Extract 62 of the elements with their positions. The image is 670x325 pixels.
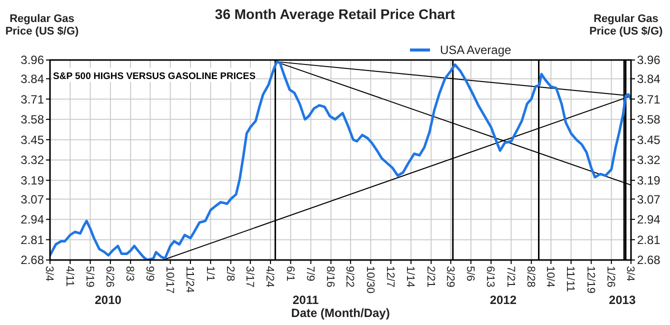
- x-tick-label: 4/24: [264, 266, 276, 288]
- x-tick-label: 8/3: [124, 266, 136, 282]
- x-tick-label: 2/8: [224, 266, 236, 282]
- y-tick-label: 3.45: [20, 132, 44, 147]
- y2-tick-label: 2.81: [637, 232, 661, 247]
- text: 2011: [292, 293, 319, 307]
- y-tick-label: 3.32: [20, 153, 44, 168]
- y-tick-label: 3.96: [20, 53, 44, 68]
- text: 2013: [608, 293, 636, 307]
- y2-tick-label: 2.68: [637, 253, 661, 268]
- text: 2012: [490, 293, 517, 307]
- x-tick-label: 10/30: [364, 266, 376, 294]
- x-tick-label: 1/1: [204, 266, 216, 282]
- y-tick-label: 3.84: [20, 72, 44, 86]
- x-tick-label: 6/1: [284, 266, 296, 282]
- x-tick-label: 5/19: [83, 266, 96, 288]
- x-tick-label: 1/14: [404, 266, 416, 288]
- x-tick-label: 11/11: [564, 266, 576, 292]
- x-tick-label: 3/29: [444, 266, 456, 288]
- y2-tick-label: 3.19: [637, 174, 661, 188]
- x-tick-label: 10/17: [163, 266, 176, 294]
- x-tick-label: 8/28: [524, 266, 536, 288]
- y-tick-label: 2.68: [20, 253, 44, 268]
- x-tick-label: 5/6: [464, 266, 476, 282]
- x-tick-label: 3/4: [43, 266, 56, 282]
- y2-axis-title: Regular Gas Price (US $/G): [589, 13, 664, 38]
- y2-tick-label: 3.32: [637, 153, 661, 168]
- legend-label: USA Average: [440, 43, 512, 58]
- x-tick-label: 12/19: [584, 266, 596, 294]
- y2-tick-label: 3.07: [637, 192, 661, 206]
- x-tick-label: 1/26: [604, 266, 617, 288]
- annotation: S&P 500 HIGHS VERSUS GASOLINE PRICES: [53, 71, 256, 82]
- text: 2010: [94, 293, 122, 307]
- x-tick-label: 3/17: [244, 266, 256, 288]
- y2-tick-label: 3.71: [637, 92, 661, 106]
- y-axis-title: Regular Gas Price (US $/G): [5, 13, 80, 38]
- x-tick-label: 9/22: [344, 266, 356, 288]
- y-tick-label: 2.94: [20, 212, 44, 227]
- y2-tick-label: 2.94: [637, 212, 661, 227]
- y-tick-label: 3.19: [20, 174, 44, 188]
- y2-tick-label: 3.84: [637, 72, 661, 86]
- y-tick-label: 2.81: [20, 232, 44, 247]
- chart-title: 36 Month Average Retail Price Chart: [214, 6, 456, 22]
- x-tick-label: 11/24: [184, 266, 196, 293]
- x-tick-label: 6/26: [104, 266, 116, 288]
- x-tick-label: 7/21: [504, 266, 516, 288]
- x-tick-label: 4/11: [63, 266, 76, 287]
- x-tick-label: 6/13: [484, 266, 496, 288]
- x-tick-label: 12/7: [384, 266, 396, 288]
- x-tick-label: 9/9: [143, 266, 156, 282]
- x-tick-label: 8/16: [324, 266, 336, 288]
- y-tick-label: 3.71: [20, 92, 44, 106]
- y2-tick-label: 3.96: [637, 53, 661, 68]
- x-tick-label: 2/21: [424, 266, 436, 288]
- y2-tick-label: 3.45: [637, 132, 661, 147]
- x-axis-title: Date (Month/Day): [291, 306, 390, 320]
- x-tick-label: 7/9: [304, 266, 316, 282]
- y-tick-label: 3.07: [20, 192, 44, 206]
- y2-tick-label: 3.58: [637, 112, 661, 127]
- x-tick-label: 3/4: [624, 266, 636, 282]
- x-tick-label: 10/4: [544, 266, 556, 288]
- y-tick-label: 3.58: [20, 112, 44, 127]
